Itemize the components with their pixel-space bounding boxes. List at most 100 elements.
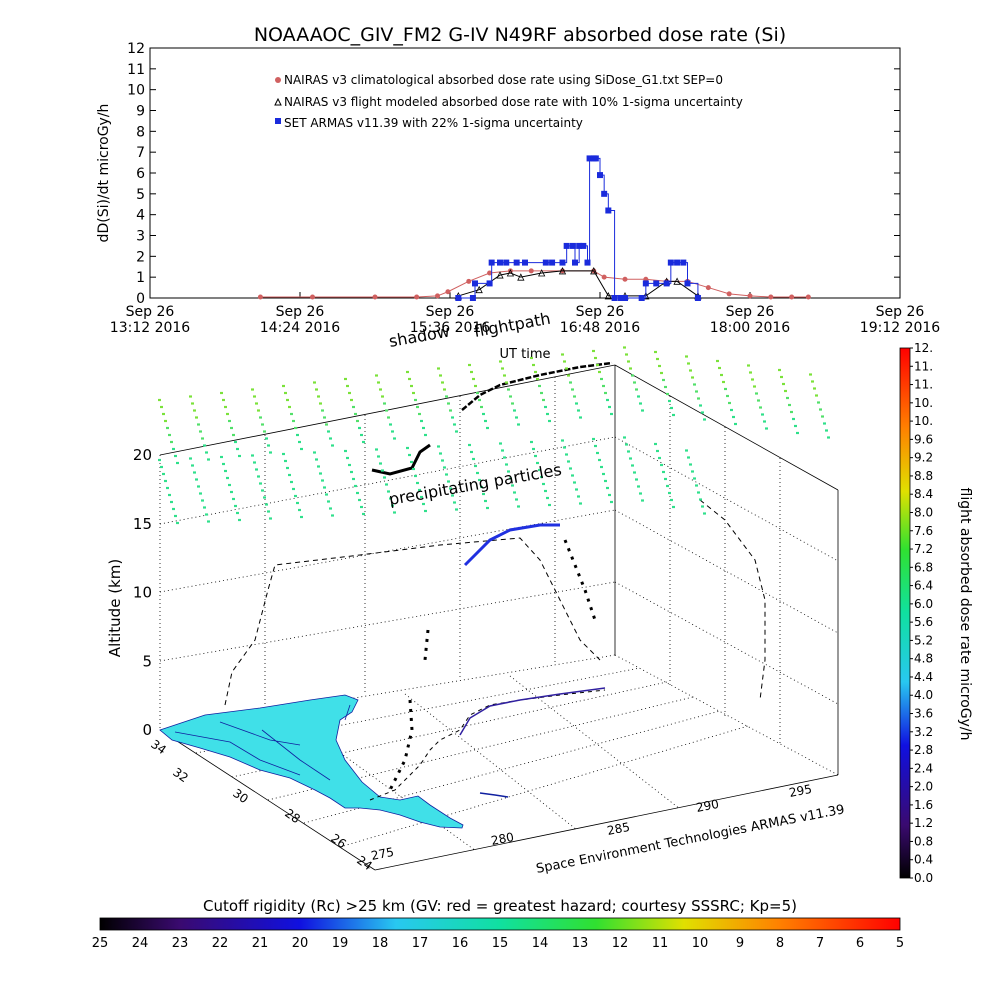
lat-tick-label: 28 [282, 806, 303, 826]
legend-entry-armas: SET ARMAS v11.39 with 22% 1-sigma uncert… [284, 116, 583, 130]
y-tick-label: 10 [127, 83, 145, 99]
point-armas [576, 242, 583, 249]
colorbar-bottom-tick-label: 13 [572, 936, 589, 951]
series-line-armas [458, 157, 699, 299]
colorbar-right-gradient [899, 347, 911, 879]
legend-marker-nairas-clim [275, 77, 281, 83]
point-nairas-clim [466, 278, 472, 284]
colorbar-right-tick-label: 8.4 [914, 487, 933, 501]
point-armas [622, 295, 628, 301]
point-armas [580, 242, 587, 249]
colorbar-right-tick-label: 0.0 [914, 871, 933, 885]
colorbar-right-ticks: 0.0 0.4 0.8 1.2 1.6 2.0 2.4 2.8 3.2 3.6 4.0 4.4 4.8 5… [910, 341, 933, 885]
longitude-axis: 275 280 285 290 295 [370, 782, 813, 863]
shadow-projection-right [699, 499, 766, 701]
colorbar-right-tick-label: 6.0 [914, 597, 933, 611]
lon-tick-label: 295 [788, 782, 813, 800]
point-armas [653, 280, 660, 287]
top-legend: NAIRAS v3 climatological absorbed dose r… [274, 73, 743, 130]
colorbar-right-tick-label: 6.4 [914, 579, 933, 593]
colorbar-bottom-tick-label: 8 [776, 936, 784, 951]
colorbar-bottom-tick-label: 22 [212, 936, 229, 951]
colorbar-bottom-tick-label: 16 [452, 936, 469, 951]
point-armas [617, 295, 624, 301]
x-tick-label-time: 18:00 2016 [710, 320, 791, 336]
point-nairas-clim [487, 270, 493, 276]
point-nairas-flight [506, 269, 515, 277]
x-tick-label-time: 14:24 2016 [260, 320, 341, 336]
colorbar-right-tick-label: 9.6 [914, 432, 933, 446]
colorbar-bottom-tick-label: 5 [896, 936, 904, 951]
x-tick-label-date: Sep 26 [876, 304, 925, 320]
chart-title: NOAAAOC_GIV_FM2 G-IV N49RF absorbed dose… [254, 24, 786, 46]
x-tick-label-date: Sep 26 [276, 304, 325, 320]
colorbar-bottom-tick-label: 24 [132, 936, 149, 951]
top-series-group [257, 155, 811, 301]
point-armas [486, 280, 493, 287]
colorbar-bottom-tick-label: 9 [736, 936, 744, 951]
legend-entry-nairas-clim: NAIRAS v3 climatological absorbed dose r… [284, 73, 723, 87]
map-borders [174, 704, 351, 781]
colorbar-right-tick-label: 1.2 [914, 816, 933, 830]
x-tick-label-time: 13:12 2016 [110, 320, 191, 336]
lon-tick-label: 280 [490, 830, 515, 848]
point-armas [563, 242, 570, 249]
y-tick-label: 7 [136, 145, 145, 161]
legend-marker-nairas-flight [274, 97, 282, 106]
x-tick-label-time: 15:36 2016 [410, 320, 491, 336]
point-nairas-clim [726, 291, 732, 297]
flight-track-upper [461, 361, 613, 411]
point-armas [572, 259, 578, 266]
colorbar-right-tick-label: 7.6 [914, 524, 933, 538]
point-armas [542, 259, 549, 266]
legend-entry-nairas-flight: NAIRAS v3 flight modeled absorbed dose r… [284, 95, 743, 109]
z-tick-label: 10 [133, 584, 152, 602]
y-tick-label: 4 [136, 208, 145, 224]
colorbar-right-tick-label: 2.8 [914, 743, 933, 757]
x-tick-label-time: 16:48 2016 [560, 320, 641, 336]
colorbar-bottom-tick-label: 21 [252, 936, 269, 951]
colorbar-bottom-tick-label: 25 [92, 936, 109, 951]
colorbar-bottom-tick-label: 14 [532, 936, 549, 951]
point-nairas-clim [257, 294, 263, 300]
colorbar-right-tick-label: 4.8 [914, 652, 933, 666]
point-nairas-clim [805, 294, 811, 300]
colorbar-right-tick-label: 3.2 [914, 725, 933, 739]
point-armas [503, 259, 510, 266]
colorbar-right-tick-label: 1.6 [914, 798, 933, 812]
colorbar-bottom-ticks: 25 24 23 22 21 20 19 18 17 16 15 14 13 12 11 10 9 8 7 6 5 [92, 936, 904, 951]
florida-map [159, 694, 464, 829]
lon-tick-label: 290 [695, 797, 720, 815]
y-tick-label: 2 [136, 249, 145, 265]
point-armas [488, 259, 495, 266]
point-nairas-clim [372, 294, 378, 300]
colorbar-bottom-tick-label: 15 [492, 936, 509, 951]
y-tick-label: 11 [127, 62, 145, 78]
annotation-shadow: shadow [387, 322, 451, 351]
colorbar-bottom-tick-label: 17 [412, 936, 429, 951]
top-x-axis-label: UT time [500, 347, 551, 362]
point-armas [674, 259, 681, 266]
point-armas [586, 155, 593, 162]
colorbar-bottom-tick-label: 10 [692, 936, 709, 951]
point-armas [694, 295, 701, 301]
shadow-projection-left [224, 537, 601, 706]
point-armas [584, 259, 591, 266]
point-armas [549, 259, 556, 266]
top-y-axis-label: dD(Si)/dt microGy/h [96, 104, 112, 243]
colorbar-right-tick-label: 7.2 [914, 542, 933, 556]
colorbar-right-tick-label: 2.0 [914, 780, 933, 794]
point-armas [472, 280, 478, 287]
point-nairas-clim [528, 268, 534, 274]
colorbar-right-tick-label: 8.8 [914, 469, 933, 483]
z-tick-label: 5 [142, 652, 152, 670]
longitude-axis-label: Space Environment Technologies ARMAS v11… [535, 802, 846, 877]
lat-tick-label: 34 [148, 737, 169, 757]
point-nairas-clim [768, 294, 774, 300]
y-tick-label: 1 [136, 270, 145, 286]
colorbar-right-tick-label: 10. [914, 414, 933, 428]
x-tick-label-date: Sep 26 [426, 304, 475, 320]
point-armas [638, 295, 645, 301]
